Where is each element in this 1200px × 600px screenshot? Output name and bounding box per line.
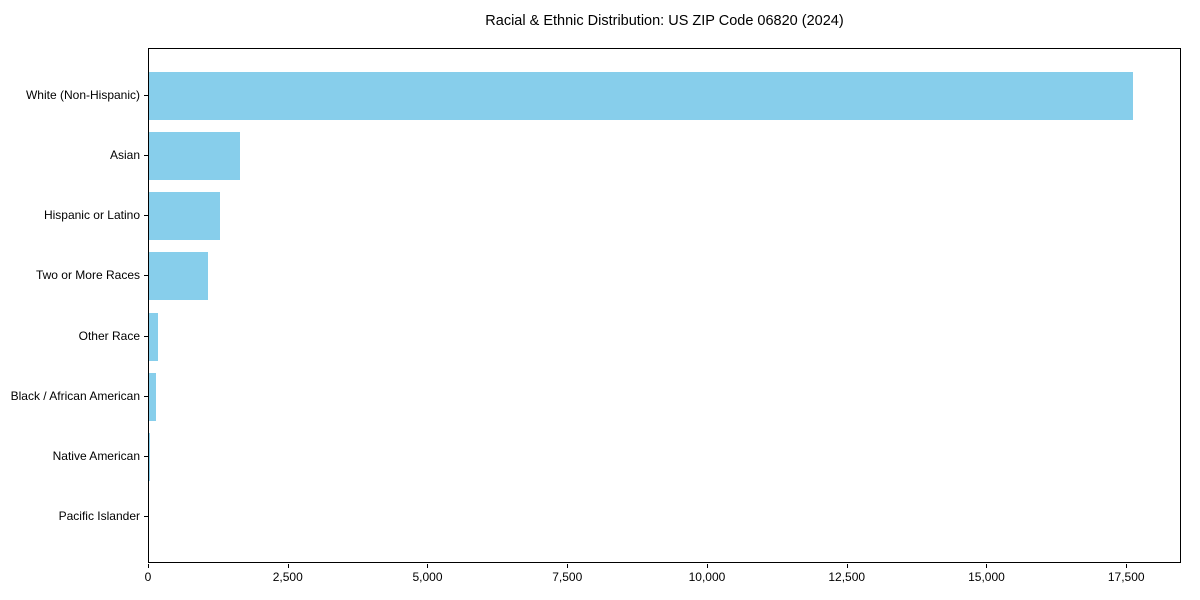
chart-title: Racial & Ethnic Distribution: US ZIP Cod… [485, 13, 844, 29]
y-tick-mark [144, 95, 148, 97]
y-tick-label: Pacific Islander [58, 508, 140, 523]
bar [149, 372, 156, 421]
x-tick-label: 7,500 [552, 570, 583, 584]
plot-area [148, 48, 1181, 563]
bar [149, 432, 150, 481]
y-tick-label: Other Race [78, 328, 140, 343]
y-tick-mark [144, 515, 148, 517]
y-tick-mark [144, 455, 148, 457]
x-tick-mark [1126, 564, 1128, 568]
x-tick-mark [846, 564, 848, 568]
y-tick-label: Native American [52, 448, 140, 463]
x-tick-label: 17,500 [1107, 570, 1145, 584]
y-tick-label: Black / African American [10, 388, 140, 403]
x-tick-mark [706, 564, 708, 568]
y-tick-label: Hispanic or Latino [43, 208, 140, 223]
x-tick-mark [986, 564, 988, 568]
y-tick-mark [144, 395, 148, 397]
bar [149, 192, 220, 241]
bar [149, 72, 1133, 121]
y-tick-mark [144, 275, 148, 277]
bar [149, 132, 240, 181]
x-tick-label: 5,000 [412, 570, 443, 584]
y-tick-mark [144, 335, 148, 337]
y-tick-label: Two or More Races [35, 268, 140, 283]
x-tick-label: 15,000 [968, 570, 1005, 584]
y-tick-label: Asian [109, 148, 140, 163]
x-tick-mark [148, 564, 149, 568]
x-tick-label: 10,000 [688, 570, 726, 584]
y-tick-label: White (Non-Hispanic) [25, 88, 140, 103]
x-tick-label: 2,500 [272, 570, 303, 584]
x-tick-label: 12,500 [828, 570, 866, 584]
y-tick-mark [144, 155, 148, 157]
x-tick-mark [287, 564, 289, 568]
x-tick-label: 0 [144, 570, 152, 584]
x-tick-mark [567, 564, 569, 568]
x-tick-mark [427, 564, 429, 568]
bar [149, 252, 209, 301]
y-tick-mark [144, 215, 148, 217]
bar [149, 312, 159, 361]
